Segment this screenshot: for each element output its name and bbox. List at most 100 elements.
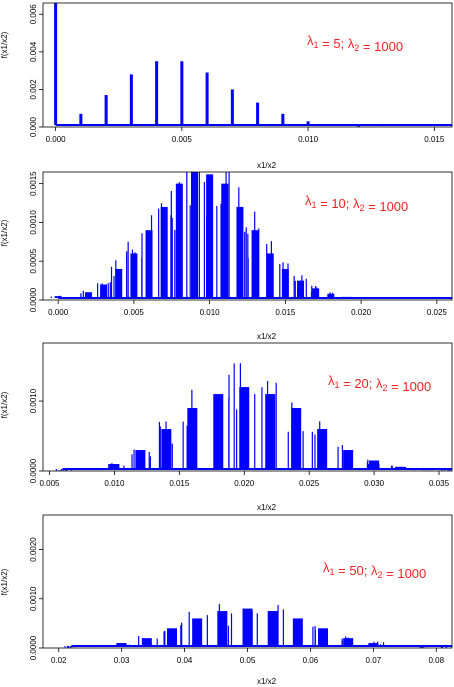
x-tick-label: 0.025 xyxy=(299,479,320,488)
x-tick-label: 0.02 xyxy=(51,656,67,665)
bar xyxy=(79,113,83,125)
bar xyxy=(54,3,58,125)
bar xyxy=(100,284,108,298)
y-tick-label: 0.0015 xyxy=(29,171,38,196)
lambda-annotation: λ1 = 10; λ2 = 1000 xyxy=(305,193,408,214)
x-tick-label: 0.005 xyxy=(172,135,193,144)
bar xyxy=(281,113,285,125)
panel-1: 0.000 0.005 0.010 0.015 0.000 0.002 0.004 0.006… xyxy=(0,2,453,170)
bar xyxy=(104,95,108,125)
y-axis-title: f(x1/x2) xyxy=(0,219,9,246)
x-tick-label: 0.03 xyxy=(114,656,130,665)
bars xyxy=(64,603,452,648)
bar xyxy=(116,643,127,646)
bar xyxy=(130,253,138,298)
x-tick-label: 0.035 xyxy=(429,479,450,488)
bar xyxy=(166,628,177,646)
bar xyxy=(160,206,168,298)
plot-frame xyxy=(42,342,453,472)
y-tick-label: 0.0005 xyxy=(29,248,38,273)
x-tick-label: 0.010 xyxy=(200,308,221,317)
bar xyxy=(291,408,302,469)
panel-2: 0.000 0.005 0.010 0.015 0.020 0.025 0.0000 0.00… xyxy=(0,171,453,341)
bar xyxy=(57,470,68,471)
bar xyxy=(317,429,328,469)
bar xyxy=(221,183,229,298)
bar xyxy=(213,394,224,469)
y-axis-title: f(x1/x2) xyxy=(0,391,9,418)
x-tick-label: 0.05 xyxy=(240,656,256,665)
bar xyxy=(369,460,380,469)
x-tick-label: 0.010 xyxy=(298,135,319,144)
bar xyxy=(180,61,184,125)
y-tick-label: 0.002 xyxy=(29,79,38,100)
bar xyxy=(318,628,329,646)
bar xyxy=(327,293,335,298)
x-tick-label: 0.015 xyxy=(275,308,296,317)
bar xyxy=(205,72,209,125)
bars xyxy=(54,3,452,127)
y-tick-label: 0.0020 xyxy=(29,537,38,562)
y-tick-label: 0.006 xyxy=(29,4,38,25)
plot-frame xyxy=(42,171,453,301)
bars xyxy=(55,363,452,471)
bar xyxy=(192,618,203,646)
bar xyxy=(266,253,274,298)
x-tick-label: 0.020 xyxy=(351,308,372,317)
y-tick-label: 0.0000 xyxy=(29,635,38,660)
bar xyxy=(357,126,361,127)
x-axis-title: x1/x2 xyxy=(257,503,277,512)
bar xyxy=(109,464,120,469)
y-tick-label: 0.0000 xyxy=(29,458,38,483)
panel-4: 0.02 0.03 0.04 0.05 0.06 0.07 0.08 0.0000 0.0010… xyxy=(0,514,453,686)
x-tick-label: 0.04 xyxy=(177,656,193,665)
y-tick-label: 0.0010 xyxy=(29,586,38,611)
x-tick-label: 0.005 xyxy=(124,308,145,317)
bars xyxy=(50,172,452,299)
bar xyxy=(135,450,146,469)
x-axis-title: x1/x2 xyxy=(257,677,277,686)
bar xyxy=(145,230,153,298)
y-tick-label: 0.0010 xyxy=(29,388,38,413)
y-axis-title: f(x1/x2) xyxy=(0,31,9,58)
x-tick-label: 0.020 xyxy=(234,479,255,488)
x-tick-label: 0.025 xyxy=(427,308,448,317)
bar xyxy=(236,206,244,298)
bar xyxy=(190,172,198,298)
lambda-annotation: λ1 = 20; λ2 = 1000 xyxy=(328,373,431,394)
y-tick-label: 0.004 xyxy=(29,41,38,62)
x-tick-label: 0.015 xyxy=(169,479,190,488)
bar xyxy=(239,387,250,469)
bar xyxy=(141,638,152,646)
x-tick-label: 0.010 xyxy=(104,479,125,488)
bar xyxy=(115,268,123,298)
bar xyxy=(230,89,234,125)
y-tick-label: 0.0000 xyxy=(29,287,38,312)
bar xyxy=(129,74,133,125)
bar xyxy=(242,608,253,646)
bar xyxy=(306,121,310,125)
x-axis-title: x1/x2 xyxy=(257,332,277,341)
x-tick-label: 0.07 xyxy=(366,656,382,665)
bar xyxy=(281,268,289,298)
bar xyxy=(292,618,303,646)
plot-frame xyxy=(42,2,453,128)
bar xyxy=(265,394,276,469)
lambda-annotation: λ1 = 50; λ2 = 1000 xyxy=(323,560,426,581)
x-tick-label: 0.08 xyxy=(428,656,444,665)
y-tick-label: 0.0010 xyxy=(29,210,38,235)
bar xyxy=(395,466,406,469)
x-tick-label: 0.030 xyxy=(364,479,385,488)
y-tick-label: 0.000 xyxy=(29,116,38,137)
bar xyxy=(155,61,159,125)
x-tick-label: 0.000 xyxy=(48,308,69,317)
x-tick-label: 0.005 xyxy=(39,479,60,488)
x-axis-title: x1/x2 xyxy=(257,161,277,170)
bar xyxy=(447,470,452,471)
bar xyxy=(256,102,260,125)
x-tick-label: 0.06 xyxy=(303,656,319,665)
x-tick-label: 0.015 xyxy=(424,135,445,144)
y-axis-title: f(x1/x2) xyxy=(0,568,9,595)
bar xyxy=(297,280,305,298)
